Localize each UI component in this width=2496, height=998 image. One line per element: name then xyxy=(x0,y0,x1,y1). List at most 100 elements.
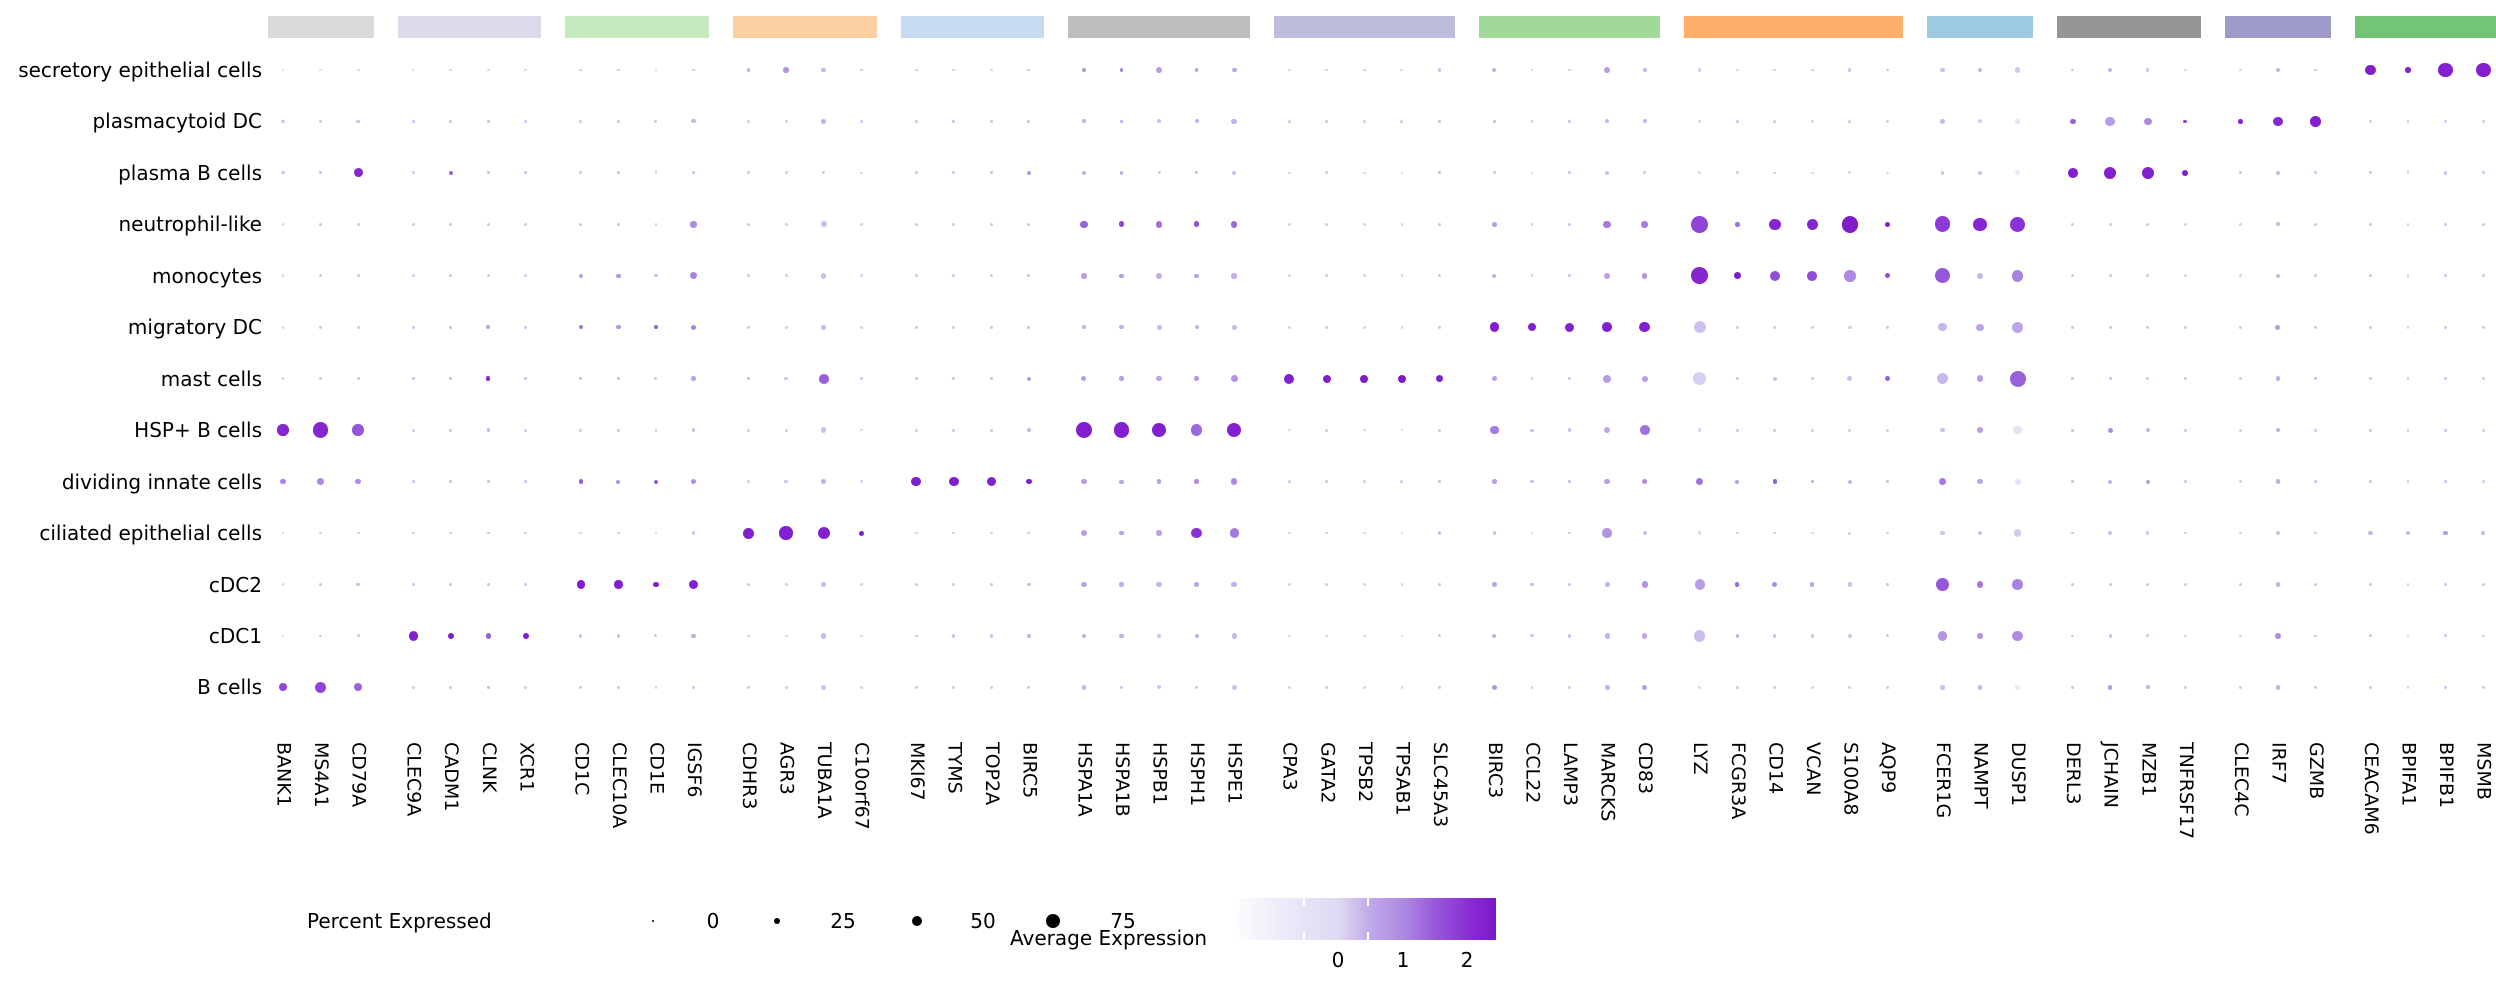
expression-dot xyxy=(859,686,863,689)
expression-dot xyxy=(2183,531,2187,535)
expression-dot xyxy=(1400,686,1404,689)
expression-dot xyxy=(952,428,956,432)
expression-dot xyxy=(355,478,361,485)
expression-dot xyxy=(817,527,830,540)
expression-dot xyxy=(1530,582,1534,587)
group-color-bar xyxy=(1068,16,1250,38)
expression-dot xyxy=(1287,274,1291,278)
expression-dot xyxy=(1287,223,1291,226)
expression-dot xyxy=(2183,223,2187,226)
expression-dot xyxy=(1362,171,1366,175)
expression-dot xyxy=(914,531,918,535)
expression-dot xyxy=(524,531,528,535)
expression-dot xyxy=(1490,426,1499,435)
expression-dot xyxy=(1119,633,1124,638)
expression-dot xyxy=(911,476,922,487)
expression-tick-notch xyxy=(1303,898,1305,906)
expression-dot xyxy=(692,68,695,72)
gene-label: TNFRSF17 xyxy=(2174,742,2197,840)
expression-dot xyxy=(408,631,418,641)
expression-dot xyxy=(319,274,323,278)
expression-dot xyxy=(1437,222,1441,226)
expression-dot xyxy=(691,119,696,124)
expression-dot xyxy=(2146,325,2150,329)
expression-dot xyxy=(1492,633,1497,638)
expression-dot xyxy=(1437,119,1441,124)
expression-dot xyxy=(914,171,918,175)
expression-dot xyxy=(447,633,454,639)
gene-label: MSMB xyxy=(2472,742,2495,800)
expression-dot xyxy=(1437,428,1441,432)
expression-dot xyxy=(1848,120,1852,123)
expression-dot xyxy=(579,531,583,535)
expression-dot xyxy=(1940,531,1945,536)
expression-dot xyxy=(2238,480,2242,484)
expression-dot xyxy=(2313,377,2318,381)
expression-dot xyxy=(486,325,491,330)
expression-dot xyxy=(1231,118,1237,125)
expression-dot xyxy=(281,68,285,72)
expression-dot xyxy=(1194,68,1199,72)
expression-dot xyxy=(952,222,956,226)
expression-dot xyxy=(2012,579,2023,590)
expression-dot xyxy=(1230,478,1238,485)
expression-dot xyxy=(353,168,363,178)
expression-dot xyxy=(486,222,490,226)
expression-dot xyxy=(1642,119,1647,124)
expression-tick-notch xyxy=(1238,932,1240,940)
expression-dot xyxy=(746,377,751,381)
expression-dot xyxy=(2438,62,2454,78)
expression-dot xyxy=(914,222,918,226)
percent-size-label: 75 xyxy=(1110,909,1136,933)
expression-dot xyxy=(2406,531,2410,535)
expression-dot xyxy=(1119,479,1124,484)
expression-dot xyxy=(2313,685,2318,689)
expression-dot xyxy=(319,582,323,586)
gene-label: BPIFA1 xyxy=(2397,742,2420,807)
expression-dot xyxy=(1530,479,1534,484)
expression-tick-notch xyxy=(1303,932,1305,940)
expression-dot xyxy=(1360,374,1369,383)
expression-dot xyxy=(1885,479,1890,484)
expression-dot xyxy=(1976,581,1984,588)
expression-dot xyxy=(2146,222,2150,226)
expression-dot xyxy=(784,325,788,329)
expression-dot xyxy=(2444,222,2448,226)
expression-dot xyxy=(1978,67,1983,73)
expression-dot xyxy=(356,531,360,535)
expression-dot xyxy=(2146,68,2150,72)
expression-dot xyxy=(747,480,750,484)
expression-dot xyxy=(1400,120,1404,123)
expression-dot xyxy=(1847,633,1852,638)
expression-dot xyxy=(1886,171,1889,175)
expression-dot xyxy=(1642,633,1648,639)
expression-dot xyxy=(1156,273,1162,279)
expression-dot xyxy=(1773,68,1777,72)
expression-dot xyxy=(2107,427,2113,433)
expression-dot xyxy=(1639,322,1650,333)
expression-dot xyxy=(2146,634,2150,638)
expression-dot xyxy=(2141,166,2154,180)
expression-dot xyxy=(2443,685,2448,690)
expression-dot xyxy=(411,685,415,689)
expression-dot xyxy=(449,685,453,689)
expression-dot xyxy=(356,68,360,72)
expression-dot xyxy=(2108,222,2112,226)
gene-label: CADM1 xyxy=(440,742,463,812)
expression-dot xyxy=(1119,68,1124,72)
expression-dot xyxy=(818,373,829,384)
expression-dot xyxy=(2239,274,2242,278)
expression-dot xyxy=(281,119,285,123)
expression-dot xyxy=(1567,582,1572,587)
group-color-bar xyxy=(900,16,1045,38)
expression-dot xyxy=(1284,373,1295,384)
expression-dot xyxy=(2481,119,2485,123)
expression-dot xyxy=(524,480,528,484)
expression-dot xyxy=(2238,171,2242,175)
expression-dot xyxy=(411,274,415,278)
expression-dot xyxy=(1081,119,1086,124)
expression-dot xyxy=(2145,479,2150,484)
expression-dot xyxy=(1773,634,1777,638)
expression-dot xyxy=(2145,685,2150,690)
expression-dot xyxy=(281,325,285,329)
